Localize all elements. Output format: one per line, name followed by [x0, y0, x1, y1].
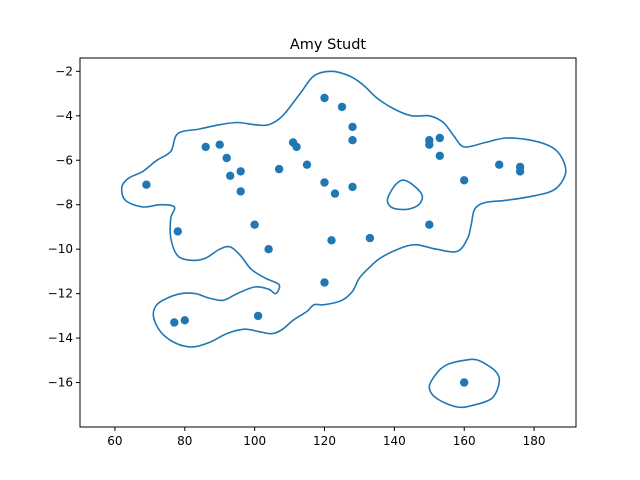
- x-tick-label: 160: [453, 434, 476, 448]
- scatter-point: [320, 93, 329, 103]
- scatter-point: [327, 236, 336, 245]
- x-tick-label: 140: [383, 434, 406, 448]
- scatter-point: [425, 220, 434, 229]
- scatter-point: [435, 133, 444, 143]
- scatter-point: [460, 378, 469, 387]
- chart-title: Amy Studt: [290, 37, 367, 53]
- x-tick-label: 100: [243, 434, 266, 448]
- plot-area-frame: [79, 57, 577, 428]
- density-contours: [120, 70, 567, 409]
- scatter-point: [253, 311, 263, 321]
- y-tick-label: −16: [48, 376, 73, 390]
- y-tick-label: −10: [48, 242, 73, 256]
- x-tick-label: 60: [107, 434, 122, 448]
- scatter-point: [460, 176, 469, 185]
- scatter-point: [250, 220, 259, 229]
- y-tick-label: −12: [48, 287, 73, 301]
- scatter-point: [348, 136, 357, 145]
- scatter-point: [348, 182, 357, 192]
- scatter-point: [236, 187, 245, 196]
- scatter-point: [495, 160, 504, 169]
- scatter-point: [320, 278, 329, 287]
- scatter-point: [236, 167, 245, 176]
- contour-island: [428, 358, 501, 409]
- scatter-point: [348, 122, 357, 132]
- scatter-point: [292, 142, 301, 152]
- y-tick-label: −2: [55, 64, 73, 78]
- y-tick-label: −4: [55, 109, 73, 123]
- scatter-point: [337, 102, 347, 112]
- x-tick-label: 180: [523, 434, 546, 448]
- scatter-point: [365, 233, 375, 243]
- scatter-point: [215, 140, 224, 149]
- scatter-point: [330, 189, 340, 198]
- scatter-point: [435, 151, 444, 160]
- scatter-point: [222, 153, 231, 163]
- scatter-point: [201, 142, 210, 152]
- scatter-point: [264, 245, 273, 254]
- scatter-point: [173, 227, 182, 236]
- y-tick-label: −8: [55, 198, 73, 212]
- scatter-point: [274, 164, 284, 174]
- scatter-point: [142, 180, 151, 189]
- contour-main: [120, 70, 567, 348]
- x-axis: 60 80 100 120 140 160 180: [107, 427, 546, 448]
- scatter-point: [302, 160, 312, 169]
- scatter-point: [180, 316, 189, 325]
- scatter-point: [226, 171, 235, 180]
- y-tick-label: −14: [48, 331, 73, 345]
- scatter-point: [320, 178, 329, 187]
- x-tick-label: 120: [313, 434, 336, 448]
- scatter-point: [425, 140, 434, 149]
- data-points: [142, 93, 525, 387]
- contour-hole: [386, 179, 424, 211]
- y-axis: −2 −4 −6 −8 −10 −12 −14 −16: [48, 64, 80, 390]
- scatter-point: [170, 318, 179, 327]
- y-tick-label: −6: [55, 153, 73, 167]
- x-tick-label: 80: [177, 434, 192, 448]
- scatter-point: [515, 167, 525, 176]
